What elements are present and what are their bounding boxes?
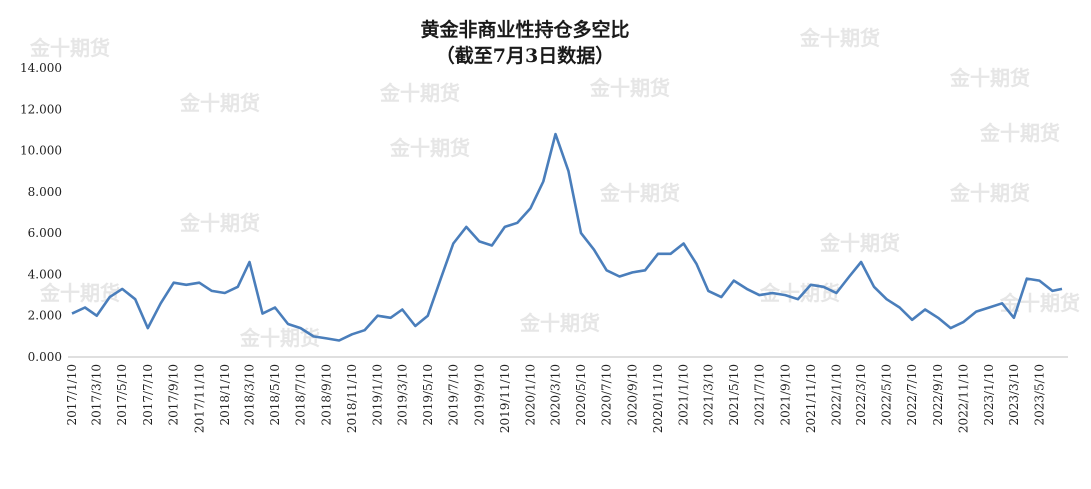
x-tick-label: 2020/11/10 bbox=[651, 364, 665, 433]
watermark-text: 金十期货 bbox=[379, 81, 460, 105]
x-tick-label: 2021/7/10 bbox=[752, 364, 766, 426]
watermark-text: 金十期货 bbox=[949, 66, 1030, 90]
watermark-text: 金十期货 bbox=[389, 136, 470, 160]
watermark-text: 金十期货 bbox=[949, 181, 1030, 205]
x-tick-label: 2022/11/10 bbox=[957, 364, 971, 433]
x-tick-label: 2022/1/10 bbox=[829, 364, 843, 426]
watermark-text: 金十期货 bbox=[179, 211, 260, 235]
watermark-text: 金十期货 bbox=[519, 311, 600, 335]
y-tick-label: 8.000 bbox=[28, 185, 62, 199]
chart-subtitle: （截至7月3日数据） bbox=[436, 44, 614, 67]
x-tick-label: 2019/1/10 bbox=[371, 364, 385, 426]
x-tick-label: 2020/7/10 bbox=[600, 364, 614, 426]
x-tick-label: 2022/7/10 bbox=[905, 364, 919, 426]
x-tick-label: 2017/9/10 bbox=[167, 364, 181, 426]
x-tick-label: 2020/5/10 bbox=[574, 364, 588, 426]
x-tick-label: 2017/11/10 bbox=[192, 364, 206, 433]
x-tick-label: 2022/9/10 bbox=[931, 364, 945, 426]
watermark-layer: 金十期货金十期货金十期货金十期货金十期货金十期货金十期货金十期货金十期货金十期货… bbox=[29, 26, 1080, 350]
x-tick-label: 2023/3/10 bbox=[1007, 364, 1021, 426]
x-tick-label: 2021/9/10 bbox=[778, 364, 792, 426]
x-tick-label: 2017/5/10 bbox=[115, 364, 129, 426]
x-tick-label: 2021/11/10 bbox=[804, 364, 818, 433]
x-tick-label: 2017/7/10 bbox=[141, 364, 155, 426]
y-tick-label: 14.000 bbox=[20, 61, 62, 75]
x-axis: 2017/1/10 2017/3/10 2017/5/10 2017/7/10 2017… bbox=[65, 364, 1046, 433]
x-tick-label: 2021/3/10 bbox=[701, 364, 715, 426]
y-tick-label: 4.000 bbox=[28, 267, 62, 281]
y-tick-label: 10.000 bbox=[20, 144, 62, 158]
y-tick-label: 12.000 bbox=[20, 102, 62, 116]
watermark-text: 金十期货 bbox=[979, 121, 1060, 145]
watermark-text: 金十期货 bbox=[29, 36, 110, 60]
x-tick-label: 2020/1/10 bbox=[523, 364, 537, 426]
x-tick-label: 2019/3/10 bbox=[395, 364, 409, 426]
x-tick-label: 2023/1/10 bbox=[982, 364, 996, 426]
x-tick-label: 2017/1/10 bbox=[65, 364, 79, 426]
x-tick-label: 2019/9/10 bbox=[472, 364, 486, 426]
x-tick-label: 2022/5/10 bbox=[880, 364, 894, 426]
x-tick-label: 2019/11/10 bbox=[498, 364, 512, 433]
y-tick-label: 0.000 bbox=[28, 350, 62, 364]
x-tick-label: 2018/7/10 bbox=[294, 364, 308, 426]
x-tick-label: 2019/5/10 bbox=[421, 364, 435, 426]
x-tick-label: 2017/3/10 bbox=[90, 364, 104, 426]
watermark-text: 金十期货 bbox=[799, 26, 880, 50]
chart-title: 黄金非商业性持仓多空比 bbox=[420, 18, 629, 41]
x-tick-label: 2020/3/10 bbox=[548, 364, 562, 426]
watermark-text: 金十期货 bbox=[239, 326, 320, 350]
y-tick-label: 2.000 bbox=[28, 309, 62, 323]
x-tick-label: 2018/11/10 bbox=[345, 364, 359, 433]
y-axis: 0.000 2.000 4.000 6.000 8.000 10.000 12.000 14.… bbox=[20, 61, 62, 364]
x-tick-label: 2018/5/10 bbox=[268, 364, 282, 426]
x-tick-label: 2018/9/10 bbox=[320, 364, 334, 426]
watermark-text: 金十期货 bbox=[589, 76, 670, 100]
x-tick-label: 2018/1/10 bbox=[218, 364, 232, 426]
x-tick-label: 2021/1/10 bbox=[677, 364, 691, 426]
x-tick-label: 2022/3/10 bbox=[854, 364, 868, 426]
x-tick-label: 2023/5/10 bbox=[1032, 364, 1046, 426]
watermark-text: 金十期货 bbox=[819, 231, 900, 255]
y-tick-label: 6.000 bbox=[28, 226, 62, 240]
watermark-text: 金十期货 bbox=[179, 91, 260, 115]
series-line bbox=[71, 132, 1063, 342]
x-tick-label: 2019/7/10 bbox=[446, 364, 460, 426]
watermark-text: 金十期货 bbox=[599, 181, 680, 205]
x-tick-label: 2018/3/10 bbox=[242, 364, 256, 426]
x-tick-label: 2021/5/10 bbox=[727, 364, 741, 426]
watermark-text: 金十期货 bbox=[999, 291, 1080, 315]
x-tick-label: 2020/9/10 bbox=[626, 364, 640, 426]
